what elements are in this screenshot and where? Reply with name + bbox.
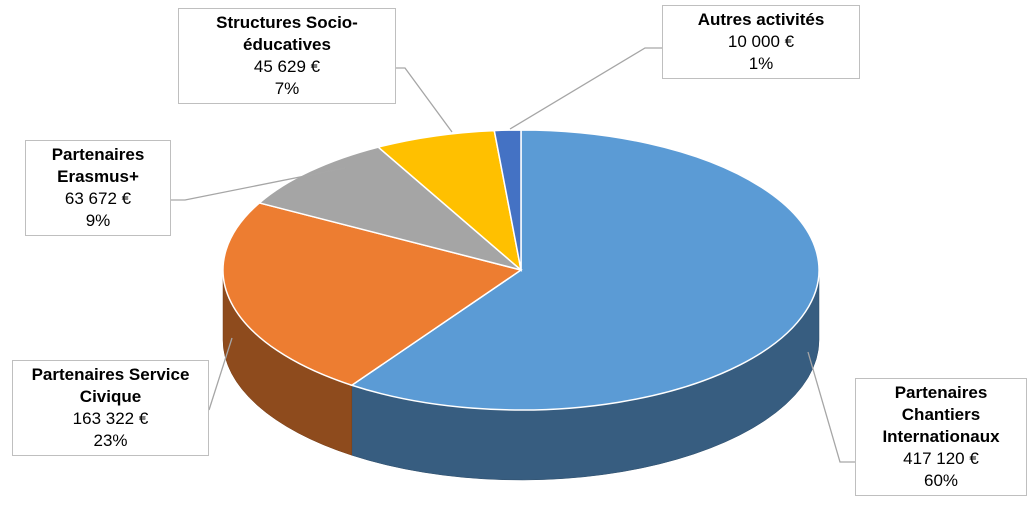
category-label: Partenaires Chantiers Internationaux <box>882 383 1000 446</box>
data-label: Structures Socio-éducatives 45 629 € 7% <box>178 8 396 104</box>
value-label: 63 672 € <box>64 189 132 208</box>
leader-line <box>171 167 346 201</box>
value-label: 45 629 € <box>253 57 321 76</box>
percent-label: 9% <box>85 211 111 230</box>
leader-line <box>807 351 856 463</box>
pie-slice <box>222 202 523 387</box>
category-label: Partenaires Erasmus+ <box>51 145 145 186</box>
pie-tops <box>222 129 820 411</box>
leader-line <box>509 47 662 130</box>
value-label: 163 322 € <box>72 409 149 428</box>
percent-label: 1% <box>748 54 774 73</box>
value-label: 10 000 € <box>727 32 795 51</box>
data-label: Autres activités 10 000 € 1% <box>662 5 860 79</box>
pie-slice <box>493 129 522 271</box>
data-label: Partenaires Erasmus+ 63 672 € 9% <box>25 140 171 236</box>
pie-slice <box>376 129 523 272</box>
data-label: Partenaires Chantiers Internationaux 417… <box>855 378 1027 496</box>
data-label: Partenaires Service Civique 163 322 € 23… <box>12 360 209 456</box>
pie-slice <box>257 146 522 271</box>
percent-label: 60% <box>923 471 959 490</box>
category-label: Partenaires Service Civique <box>31 365 190 406</box>
leader-line <box>208 337 233 411</box>
leader-lines <box>171 47 856 463</box>
category-label: Autres activités <box>697 10 825 29</box>
category-label: Structures Socio-éducatives <box>216 13 358 54</box>
pie-slice <box>350 129 820 411</box>
percent-label: 23% <box>93 431 128 450</box>
value-label: 417 120 € <box>903 449 979 468</box>
percent-label: 7% <box>274 79 300 98</box>
leader-line <box>396 67 453 133</box>
